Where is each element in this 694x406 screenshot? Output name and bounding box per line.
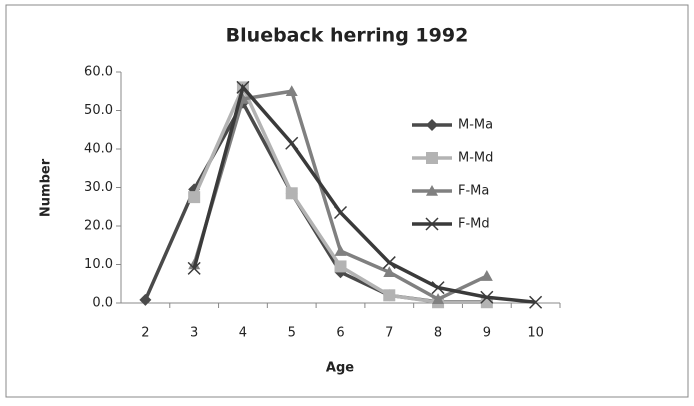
marker <box>188 191 201 204</box>
y-tick-label: 30.0 <box>84 180 113 195</box>
marker <box>480 290 494 304</box>
marker <box>285 85 298 97</box>
marker <box>426 185 438 196</box>
marker <box>285 187 298 200</box>
y-tick-label: 60.0 <box>84 65 113 80</box>
x-tick-label: 6 <box>336 326 344 341</box>
x-axis-label: Age <box>326 361 354 376</box>
y-tick-label: 20.0 <box>84 219 113 234</box>
marker <box>187 261 201 275</box>
marker <box>334 245 347 256</box>
marker <box>382 256 396 270</box>
chart-title: Blueback herring 1992 <box>226 25 469 47</box>
marker <box>432 293 445 304</box>
marker <box>334 260 347 273</box>
x-tick-label: 7 <box>385 326 393 341</box>
marker <box>529 295 543 309</box>
marker <box>139 293 152 306</box>
x-tick-label: 8 <box>434 326 442 341</box>
x-tick-label: 10 <box>527 326 544 341</box>
legend-label: M-Md <box>458 151 493 166</box>
x-tick-label: 9 <box>483 326 491 341</box>
marker <box>285 136 299 150</box>
x-tick-label: 3 <box>190 326 198 341</box>
marker <box>426 119 438 131</box>
x-tick-label: 2 <box>141 326 149 341</box>
marker <box>480 270 493 281</box>
x-tick-label: 4 <box>239 326 247 341</box>
y-tick-label: 10.0 <box>84 257 113 272</box>
x-tick-label: 5 <box>288 326 296 341</box>
marker <box>425 217 439 231</box>
y-axis-label: Number <box>39 158 54 217</box>
legend-label: F-Ma <box>458 184 489 199</box>
marker <box>333 205 348 220</box>
marker <box>383 266 396 277</box>
series-line <box>192 83 536 304</box>
marker <box>383 289 396 302</box>
legend-label: M-Ma <box>458 118 493 133</box>
marker <box>236 80 250 94</box>
legend-label: F-Md <box>458 217 490 232</box>
y-tick-label: 0.0 <box>92 296 113 311</box>
y-tick-label: 50.0 <box>84 103 113 118</box>
marker <box>426 152 438 164</box>
chart-frame <box>5 4 689 398</box>
marker <box>431 281 445 295</box>
y-tick-label: 40.0 <box>84 142 113 157</box>
